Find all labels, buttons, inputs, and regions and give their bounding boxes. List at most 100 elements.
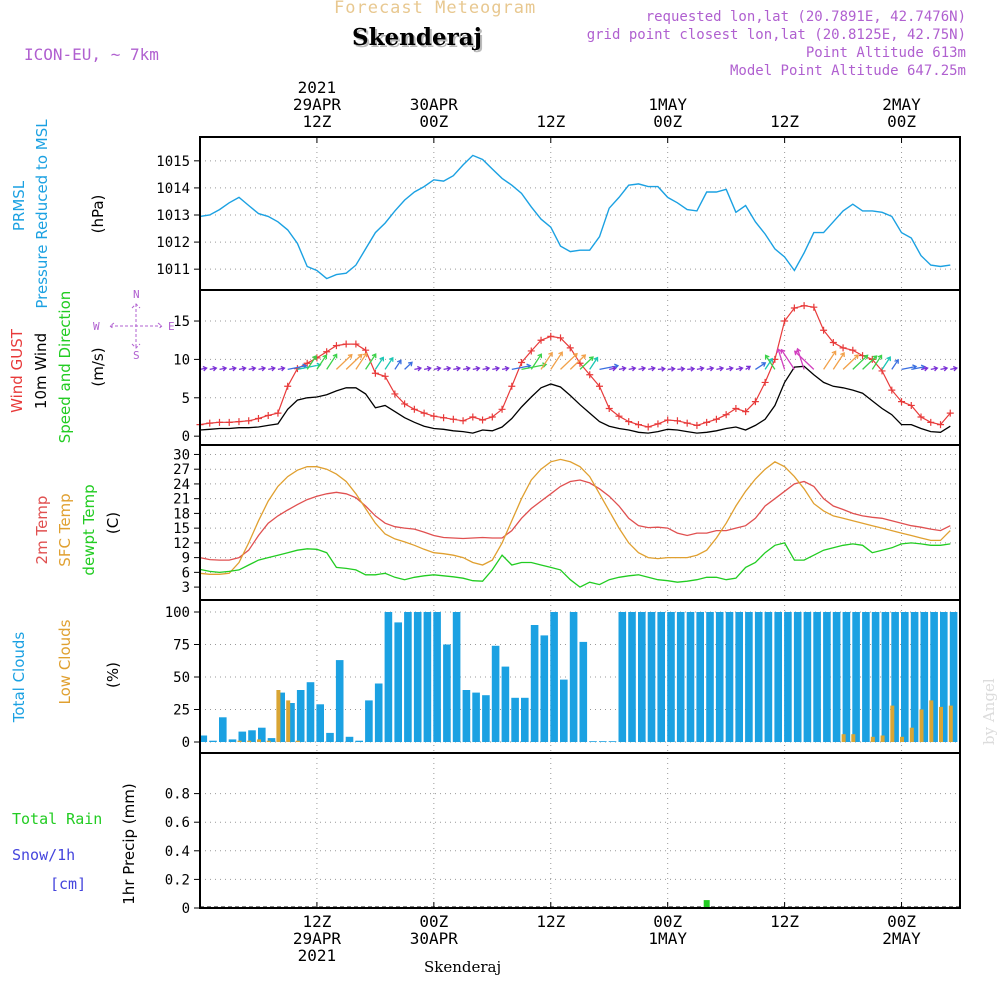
wind-direction-arrow bbox=[667, 366, 676, 372]
wind-gust-point bbox=[781, 317, 789, 325]
total-cloud-bar bbox=[287, 703, 295, 742]
total-cloud-bar bbox=[238, 731, 247, 742]
y-tick-label: 18 bbox=[173, 506, 190, 522]
total-cloud-bar bbox=[706, 612, 714, 742]
panel-frame bbox=[199, 444, 961, 601]
y-tick-label: 24 bbox=[173, 477, 190, 493]
wind-direction-arrow bbox=[628, 365, 637, 372]
total-cloud-bar bbox=[423, 612, 432, 742]
total-cloud-bar bbox=[940, 612, 948, 742]
total-cloud-bar bbox=[277, 692, 285, 742]
wind-gust-point bbox=[927, 418, 935, 426]
wind-gust-point bbox=[479, 416, 487, 424]
wind-direction-arrow bbox=[394, 359, 402, 370]
wind-direction-arrow bbox=[550, 351, 563, 370]
wind-direction-arrow bbox=[793, 350, 815, 370]
total-cloud-bar bbox=[676, 612, 685, 742]
bottom-time-label: 2021 bbox=[298, 946, 337, 965]
wind-direction-arrow bbox=[780, 348, 795, 370]
y-tick-label: 0.2 bbox=[165, 872, 190, 888]
wind-direction-arrow bbox=[569, 354, 587, 370]
y-tick-label: 21 bbox=[173, 492, 190, 508]
wind-gust-point bbox=[527, 347, 535, 355]
wind-direction-arrow bbox=[764, 354, 776, 370]
wind-unit: (m/s) bbox=[89, 347, 107, 386]
wind-gust-point bbox=[401, 400, 409, 408]
wind-direction-arrow bbox=[764, 357, 773, 370]
compass-w: W bbox=[93, 320, 100, 333]
wind-gust-point bbox=[459, 417, 467, 425]
wind-direction-arrow bbox=[306, 355, 317, 370]
wind-direction-arrow bbox=[638, 365, 647, 372]
wind-gust-point bbox=[254, 415, 262, 423]
total-cloud-bar bbox=[219, 717, 227, 742]
wind-gust-point bbox=[664, 416, 672, 424]
dewpoint-line bbox=[199, 542, 951, 588]
bottom-time-label: 00Z bbox=[653, 912, 682, 931]
total-cloud-bar bbox=[774, 612, 782, 742]
total-cloud-bar bbox=[618, 612, 627, 742]
wind-gust-point bbox=[644, 423, 652, 431]
model-label: ICON-EU, ~ 7km bbox=[24, 45, 159, 64]
y-tick-label: 9 bbox=[182, 551, 190, 567]
wind-gust-point bbox=[673, 417, 681, 425]
wind-gust-point bbox=[625, 418, 633, 426]
wind-gust-point bbox=[391, 390, 399, 398]
total-cloud-bar bbox=[228, 739, 237, 742]
wind-gust-point bbox=[206, 419, 214, 427]
wind-direction-arrow bbox=[219, 365, 228, 372]
total-cloud-bar bbox=[696, 612, 704, 742]
station-title: Skenderaj bbox=[352, 24, 482, 51]
wind-gust-point bbox=[615, 412, 623, 420]
wind-direction-arrow bbox=[414, 365, 423, 372]
watermark: by Angel bbox=[980, 678, 998, 745]
total-cloud-bar bbox=[793, 612, 802, 742]
wind-direction-arrow bbox=[852, 354, 869, 370]
wind-gust-point bbox=[907, 401, 915, 409]
wind-direction-arrow bbox=[881, 356, 891, 370]
low-cloud-bar bbox=[276, 690, 281, 742]
top-time-label: 12Z bbox=[770, 112, 799, 131]
total-cloud-bar bbox=[608, 741, 617, 742]
total-cloud-bar bbox=[433, 612, 441, 742]
wind-direction-arrow bbox=[940, 365, 949, 372]
wind-direction-arrow bbox=[316, 354, 328, 370]
wind-gust-point bbox=[449, 415, 457, 423]
wind-direction-arrow bbox=[268, 365, 276, 372]
total-cloud-bar bbox=[725, 612, 734, 742]
total-cloud-bar bbox=[891, 612, 899, 742]
compass-rose bbox=[109, 303, 163, 349]
footer-station: Skenderaj bbox=[424, 958, 502, 976]
y-tick-label: 6 bbox=[182, 565, 190, 581]
wind-gust-point bbox=[352, 340, 360, 348]
total-cloud-bar bbox=[949, 612, 958, 742]
wind-direction-arrow bbox=[521, 362, 548, 371]
wind-direction-arrow bbox=[374, 356, 385, 370]
total-cloud-bar bbox=[754, 612, 763, 742]
bottom-time-label: 29APR bbox=[293, 929, 342, 948]
total-cloud-bar bbox=[258, 727, 266, 742]
top-time-label: 12Z bbox=[302, 112, 331, 131]
wind-gust-point bbox=[898, 398, 906, 406]
y-tick-label: 15 bbox=[173, 314, 190, 330]
faded-title: Forecast Meteogram bbox=[334, 0, 537, 18]
y-tick-label: 0 bbox=[182, 901, 190, 917]
y-tick-label: 1011 bbox=[156, 262, 190, 278]
wind-gust-point bbox=[566, 344, 574, 352]
total-cloud-bar bbox=[326, 732, 334, 742]
wind-gust-point bbox=[537, 336, 545, 344]
wind-direction-arrow bbox=[384, 356, 394, 370]
wind-gust-point bbox=[605, 405, 613, 413]
wind-gust-point bbox=[800, 302, 808, 310]
wind-direction-arrow bbox=[355, 352, 368, 370]
total-cloud-bar bbox=[345, 736, 354, 742]
total-cloud-bar bbox=[599, 741, 607, 742]
low-cloud-bar bbox=[295, 740, 300, 742]
low-cloud-bar bbox=[900, 736, 904, 742]
wind-gust-point bbox=[557, 334, 565, 342]
total-cloud-bar bbox=[482, 695, 490, 742]
data-layer bbox=[196, 154, 960, 908]
total-cloud-bar bbox=[638, 612, 646, 742]
total-cloud-bar bbox=[901, 612, 909, 742]
wind-direction-arrow bbox=[238, 365, 247, 372]
